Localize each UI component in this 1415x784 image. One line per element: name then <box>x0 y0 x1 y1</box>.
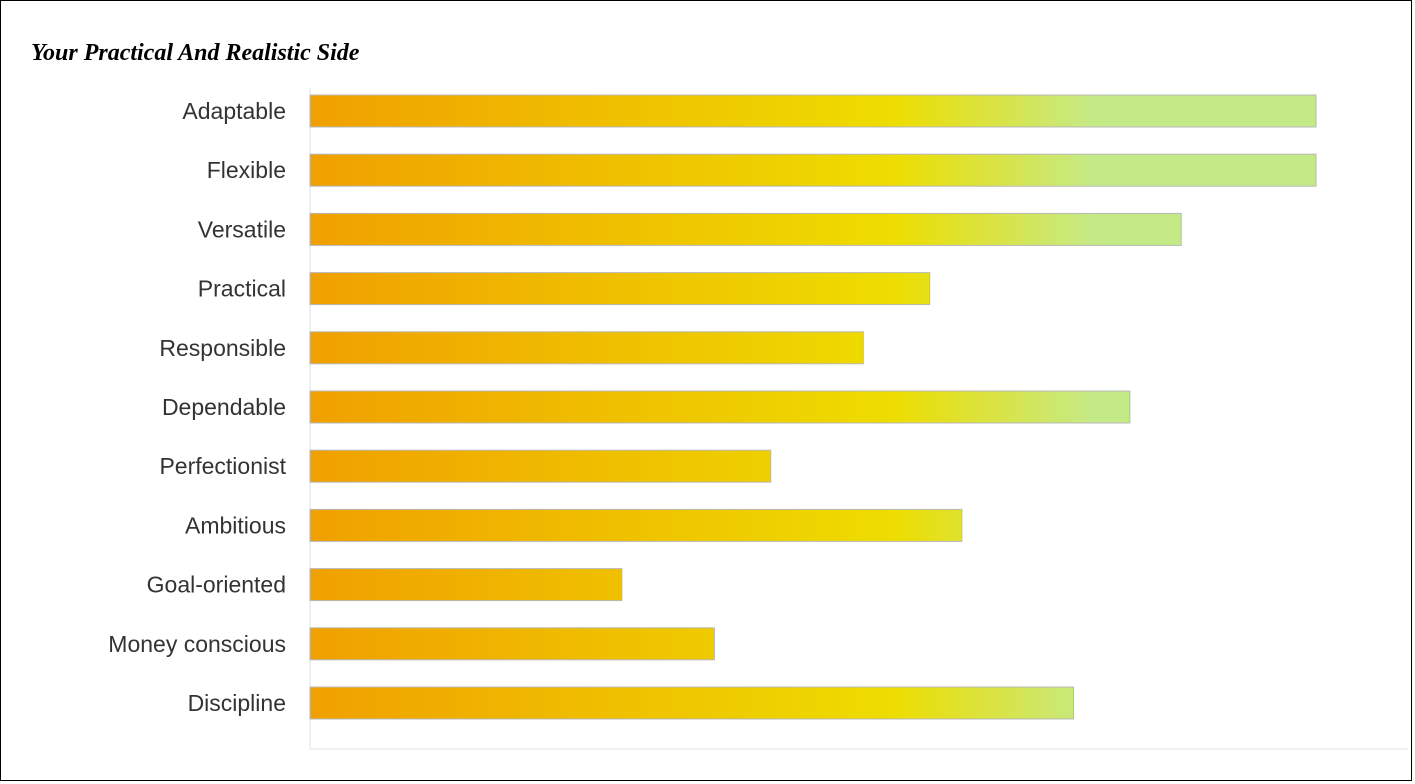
bar-goal-oriented <box>309 568 623 602</box>
category-label: Responsible <box>159 335 286 361</box>
bar-practical <box>309 272 931 306</box>
bar-dependable <box>309 390 1131 424</box>
category-label: Money conscious <box>108 631 286 657</box>
category-label: Adaptable <box>182 98 286 124</box>
category-label: Flexible <box>207 157 286 183</box>
category-label: Practical <box>198 276 286 302</box>
bar-money-conscious <box>309 627 715 661</box>
category-label: Ambitious <box>185 512 286 538</box>
bar-discipline <box>309 686 1075 720</box>
bar-ambitious <box>309 508 963 542</box>
category-label: Perfectionist <box>159 453 286 479</box>
category-label: Goal-oriented <box>147 572 286 598</box>
bar-adaptable <box>309 94 1317 128</box>
bar-flexible <box>309 153 1317 187</box>
chart-title: Your Practical And Realistic Side <box>31 40 360 66</box>
category-label: Versatile <box>198 216 286 242</box>
bar-responsible <box>309 331 864 365</box>
bar-perfectionist <box>309 449 772 483</box>
category-label: Discipline <box>188 690 286 716</box>
category-label: Dependable <box>162 394 286 420</box>
bar-versatile <box>309 212 1182 246</box>
